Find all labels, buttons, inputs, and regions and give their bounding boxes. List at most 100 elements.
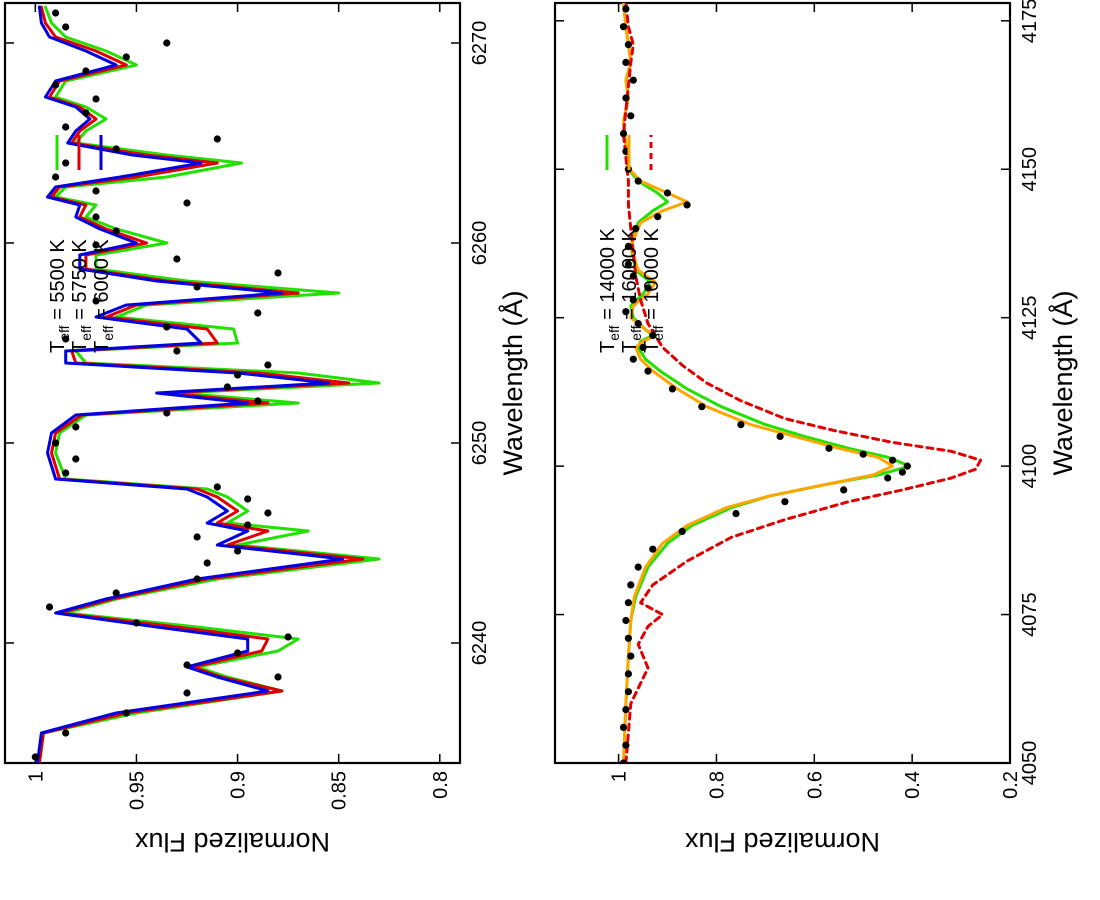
top-observed-point <box>62 159 70 167</box>
bottom-legend-label: Teff = 14000 K <box>597 228 622 353</box>
top-x-axis-title: Wavelength (Å) <box>497 290 528 475</box>
bottom-observed-point <box>619 723 628 731</box>
top-observed-point <box>274 673 282 681</box>
top-y-tick-label: 1 <box>25 771 47 782</box>
bottom-x-tick-label: 4125 <box>1019 295 1041 340</box>
bottom-y-tick-label: 0.8 <box>706 771 728 799</box>
rotated-figure: 6240 6250 6260 6270 1 0.95 0.9 0.85 0.8 Wavelengt… <box>3 0 1078 857</box>
top-legend-entry: Teff = 6000 K <box>91 135 116 353</box>
bottom-observed-point <box>629 272 637 280</box>
bottom-legend-entry: Teff = 14000 K <box>597 135 622 353</box>
bottom-observed-point <box>859 450 867 458</box>
bottom-observed-point <box>627 112 635 120</box>
top-y-tick-label: 0.9 <box>228 771 250 799</box>
top-legend-entry: Teff = 5500 K <box>47 135 72 353</box>
bottom-observed-point <box>622 616 630 625</box>
top-observed-point <box>244 495 252 503</box>
top-observed-point <box>82 109 90 117</box>
bottom-observed-point <box>654 213 662 221</box>
bottom-observed-point <box>619 129 628 138</box>
top-observed-point <box>62 729 70 737</box>
bottom-model-line-16000k <box>622 3 895 763</box>
top-observed-point <box>244 521 252 529</box>
top-observed-point <box>122 709 130 717</box>
top-observed-point <box>132 619 140 627</box>
bottom-observed-point <box>622 308 630 316</box>
bottom-x-tick-label: 4050 <box>1019 741 1041 786</box>
bottom-x-axis-title: Wavelength (Å) <box>1047 290 1078 475</box>
bottom-observed-point <box>624 688 633 696</box>
bottom-y-tick-label: 0.6 <box>804 771 826 799</box>
bottom-observed-point <box>624 260 633 268</box>
bottom-legend-label: Teff = 10000 K <box>641 228 666 353</box>
top-y-axis-title: Normalized Flux <box>134 827 330 857</box>
top-observed-point <box>72 455 80 463</box>
top-observed-point <box>183 661 191 669</box>
bottom-observed-point <box>781 498 789 506</box>
bottom-observed-point <box>629 355 637 363</box>
top-observed-point <box>264 361 272 369</box>
top-observed-point <box>274 269 282 277</box>
bottom-observed-point <box>840 486 848 494</box>
bottom-observed-point <box>634 563 642 571</box>
top-plot-area <box>31 5 381 763</box>
top-observed-point <box>52 173 60 181</box>
bottom-observed-point <box>627 652 635 660</box>
top-observed-point <box>163 409 171 417</box>
top-legend-entry: Teff = 5750 K <box>69 135 94 353</box>
bottom-observed-point <box>634 319 642 328</box>
top-observed-point <box>193 533 201 541</box>
top-model-line-6000k <box>35 5 345 763</box>
top-observed-point <box>193 283 201 291</box>
top-observed-point <box>183 689 191 697</box>
top-y-tick-label: 0.85 <box>329 771 351 810</box>
top-observed-point <box>203 559 211 567</box>
top-observed-point <box>112 227 120 235</box>
top-x-tick-label: 6250 <box>469 421 491 466</box>
top-observed-point <box>254 309 262 317</box>
bottom-observed-point <box>649 545 657 553</box>
top-observed-point <box>284 633 292 641</box>
bottom-plot-area <box>619 3 983 763</box>
bottom-legend-entry: Teff = 16000 K <box>619 135 644 353</box>
bottom-observed-point <box>698 403 706 411</box>
top-observed-point <box>52 9 60 17</box>
top-observed-point <box>173 347 181 355</box>
bottom-panel: 4050 4075 4100 4125 4150 4175 1 0.8 0.6 0.4 0.2 Wav… <box>553 0 1078 857</box>
bottom-observed-point <box>622 706 630 714</box>
bottom-observed-point <box>644 367 652 375</box>
top-observed-point <box>82 67 90 75</box>
bottom-y-tick-label: 0.4 <box>902 771 924 799</box>
bottom-observed-point <box>622 94 630 102</box>
bottom-observed-point <box>624 634 633 642</box>
bottom-observed-point <box>622 58 630 66</box>
top-observed-point <box>72 423 80 431</box>
top-observed-point <box>122 53 130 61</box>
bottom-observed-point <box>629 76 637 84</box>
bottom-model-line-14000k <box>622 3 912 763</box>
bottom-x-tick-label: 4175 <box>1019 0 1041 43</box>
bottom-legend-entry: Teff = 10000 K <box>641 135 666 353</box>
bottom-observed-point <box>678 527 686 535</box>
top-observed-point <box>264 509 272 517</box>
bottom-legend-label: Teff = 16000 K <box>619 228 644 353</box>
top-observed-point <box>92 297 100 305</box>
bottom-observed-point <box>649 331 657 340</box>
bottom-observed-point <box>737 421 745 429</box>
top-observed-point <box>223 383 231 391</box>
top-observed-point <box>92 241 100 249</box>
bottom-observed-point <box>624 242 633 250</box>
bottom-observed-point <box>683 201 691 209</box>
top-observed-point <box>31 753 39 761</box>
top-observed-point <box>62 469 70 477</box>
top-legend-label: Teff = 5750 K <box>69 239 94 353</box>
bottom-observed-point <box>889 456 897 464</box>
top-y-tick-label: 0.8 <box>430 771 452 799</box>
top-legend-label: Teff = 6000 K <box>91 239 116 353</box>
bottom-observed-point <box>898 468 907 476</box>
bottom-observed-point <box>668 385 677 393</box>
bottom-observed-point <box>639 343 647 351</box>
bottom-observed-point <box>619 23 628 31</box>
top-x-tick-label: 6240 <box>469 621 491 666</box>
top-observed-point <box>112 145 120 153</box>
